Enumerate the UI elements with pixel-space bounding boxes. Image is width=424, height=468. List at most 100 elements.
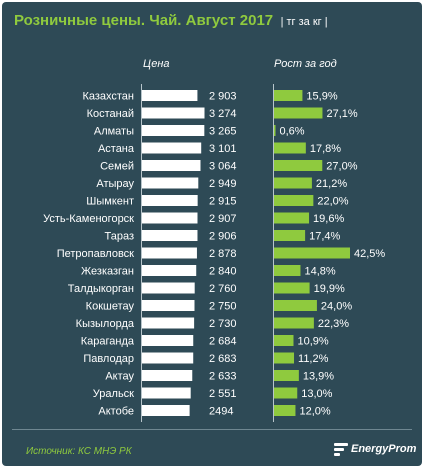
category-label: Усть-Каменогорск (43, 213, 134, 225)
growth-value-label: 14,8% (304, 266, 335, 278)
category-label: Казахстан (82, 91, 134, 103)
price-value-label: 3 064 (209, 161, 237, 173)
price-value-label: 3 265 (209, 126, 237, 138)
growth-bar (274, 405, 296, 416)
category-label: Алматы (94, 126, 134, 138)
growth-value-label: 24,0% (321, 301, 352, 313)
price-value-label: 3 274 (209, 108, 237, 120)
category-label: Талдыкорган (68, 283, 134, 295)
price-bar (142, 370, 193, 381)
price-value-label: 2 949 (209, 178, 237, 190)
price-bar (142, 142, 202, 154)
growth-value-label: 27,0% (326, 161, 357, 173)
growth-value-label: 19,6% (313, 213, 344, 225)
price-value-label: 2 551 (209, 388, 237, 400)
category-label: Кокшетау (86, 301, 135, 313)
category-label: Караганда (81, 336, 135, 348)
category-label: Актобе (98, 406, 134, 418)
price-value-label: 2 878 (209, 248, 237, 260)
growth-bar (274, 282, 310, 294)
growth-bar (274, 212, 310, 224)
price-value-label: 2494 (209, 406, 233, 418)
price-bar (142, 195, 198, 206)
price-axis-line (141, 84, 142, 422)
price-value-label: 2 684 (209, 336, 237, 348)
growth-value-label: 12,0% (299, 406, 330, 418)
price-bar (142, 212, 198, 224)
price-value-label: 2 683 (209, 353, 237, 365)
growth-axis-line (273, 84, 274, 422)
price-bar (142, 352, 194, 364)
chart-header: Розничные цены. Чай. Август 2017 | тг за… (14, 12, 328, 30)
price-bar (142, 387, 191, 399)
category-label: Павлодар (83, 353, 134, 365)
category-label: Жезказган (81, 266, 134, 278)
price-value-label: 3 101 (209, 143, 237, 155)
growth-value-label: 22,3% (318, 318, 349, 330)
category-label: Семей (100, 161, 134, 173)
brand-logo: EnergyProm (334, 442, 416, 456)
growth-bar (274, 142, 306, 154)
price-bar (142, 247, 197, 259)
growth-value-label: 19,9% (314, 283, 345, 295)
growth-value-label: 11,2% (298, 353, 329, 365)
brand-name: EnergyProm (351, 443, 417, 455)
category-label: Шымкент (86, 196, 134, 208)
growth-bar (274, 247, 350, 259)
price-bar (142, 125, 205, 136)
growth-value-label: 27,1% (326, 108, 357, 120)
price-value-label: 2 915 (209, 196, 237, 208)
category-label: Уральск (93, 388, 134, 400)
price-bar (142, 90, 198, 101)
price-value-label: 2 760 (209, 283, 237, 295)
growth-column-header: Рост за год (274, 58, 337, 70)
price-value-label: 2 840 (209, 266, 237, 278)
category-label: Тараз (105, 231, 135, 243)
category-label: Астана (98, 143, 135, 155)
category-label: Петропавловск (57, 248, 134, 260)
category-label: Костанай (87, 108, 134, 120)
growth-bar (274, 125, 276, 136)
growth-value-label: 13,9% (303, 371, 334, 383)
growth-bar (274, 335, 294, 346)
price-bar (142, 265, 197, 276)
growth-bar (274, 317, 314, 329)
price-bar (142, 177, 199, 189)
category-label: Актау (105, 371, 134, 383)
growth-bar-group: 15,9% 27,1% 0,6% 17,8% 27,0% 21,2% 22,0% 19,6% 1… (274, 90, 385, 418)
growth-value-label: 15,9% (306, 91, 337, 103)
growth-value-label: 21,2% (316, 178, 347, 190)
price-value-label: 2 903 (209, 91, 237, 103)
growth-bar (274, 107, 323, 119)
growth-value-label: 13,0% (301, 388, 332, 400)
price-bar-group: Казахстан 2 903 Костанай 3 274 Алматы 3 265 Ас… (43, 90, 237, 418)
price-bar (142, 300, 195, 311)
unit-label: | тг за кг | (280, 16, 328, 28)
category-label: Атырау (96, 178, 134, 190)
growth-bar (274, 177, 312, 189)
growth-bar (274, 90, 303, 101)
chart-title: Розничные цены. Чай. Август 2017 (14, 12, 274, 29)
growth-value-label: 10,9% (297, 336, 328, 348)
price-value-label: 2 730 (209, 318, 237, 330)
growth-bar (274, 387, 298, 399)
category-label: Кызылорда (76, 318, 135, 330)
growth-value-label: 17,8% (310, 143, 341, 155)
growth-value-label: 17,4% (309, 231, 340, 243)
price-bar (142, 282, 195, 294)
price-value-label: 2 907 (209, 213, 237, 225)
price-value-label: 2 906 (209, 231, 237, 243)
source-note: Источник: КС МНЭ РК (26, 446, 132, 457)
price-bar (142, 160, 201, 171)
footer-divider (12, 429, 412, 430)
price-bar (142, 317, 195, 329)
price-value-label: 2 633 (209, 371, 237, 383)
price-bar (142, 107, 205, 119)
growth-bar (274, 265, 301, 276)
growth-bar (274, 352, 295, 364)
growth-bar (274, 230, 306, 241)
growth-bar (274, 195, 314, 206)
price-bar (142, 405, 190, 416)
